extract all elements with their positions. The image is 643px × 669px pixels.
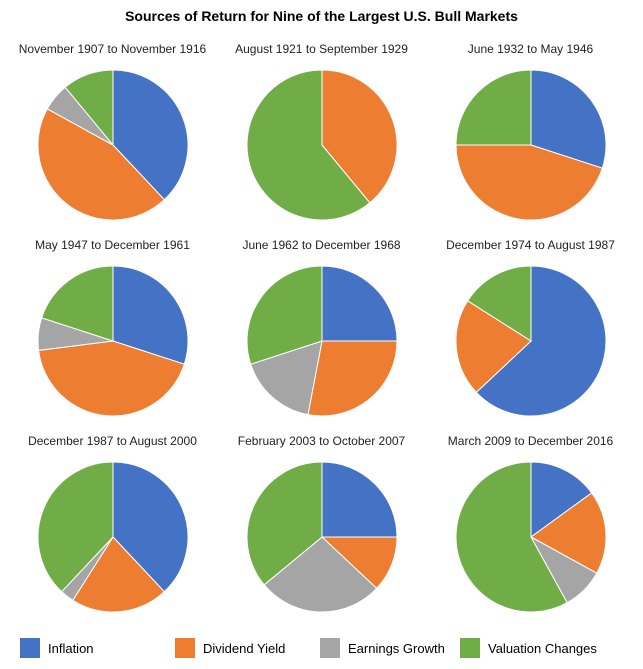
- pie-chart: December 1987 to August 2000: [8, 424, 217, 620]
- pie-slice-inflation: [530, 69, 607, 169]
- pie-slice-valuation-changes: [246, 69, 371, 221]
- pie-slice-valuation-changes: [455, 461, 568, 613]
- pie-slice-inflation: [112, 69, 189, 201]
- pie-slice-inflation: [112, 265, 189, 365]
- pie-grid: November 1907 to November 1916 August 192…: [8, 32, 635, 620]
- pie-slice-valuation-changes: [246, 461, 323, 586]
- legend-item: Inflation: [20, 638, 94, 658]
- legend-label: Inflation: [48, 640, 94, 656]
- pie-svg: [455, 265, 607, 417]
- pie-svg: [37, 461, 189, 613]
- legend-item: Valuation Changes: [460, 638, 597, 658]
- pie-slice-earnings-growth: [263, 536, 378, 613]
- legend-swatch: [175, 638, 195, 658]
- legend-label: Valuation Changes: [488, 640, 597, 656]
- pie-title: March 2009 to December 2016: [447, 434, 614, 448]
- pie-svg: [246, 69, 398, 221]
- pie-chart: March 2009 to December 2016: [426, 424, 635, 620]
- pie-svg: [37, 69, 189, 221]
- pie-slice-dividend-yield: [72, 536, 166, 613]
- pie-title: May 1947 to December 1961: [35, 238, 190, 252]
- pie-slice-inflation: [112, 461, 189, 593]
- legend-swatch: [320, 638, 340, 658]
- pie-slice-valuation-changes: [37, 461, 114, 593]
- legend-label: Earnings Growth: [348, 640, 445, 656]
- pie-slice-dividend-yield: [38, 340, 185, 417]
- pie-slice-dividend-yield: [530, 492, 607, 574]
- pie-title: December 1974 to August 1987: [446, 238, 615, 252]
- pie-slice-dividend-yield: [321, 69, 398, 204]
- pie-svg: [455, 461, 607, 613]
- pie-slice-earnings-growth: [250, 340, 323, 416]
- pie-slice-valuation-changes: [455, 69, 532, 146]
- pie-slice-valuation-changes: [41, 265, 114, 342]
- legend-item: Dividend Yield: [175, 638, 285, 658]
- pie-slice-valuation-changes: [466, 265, 532, 342]
- pie-chart: June 1932 to May 1946: [426, 32, 635, 228]
- pie-title: June 1962 to December 1968: [242, 238, 401, 252]
- legend-item: Earnings Growth: [320, 638, 445, 658]
- pie-svg: [455, 69, 607, 221]
- pie-svg: [37, 265, 189, 417]
- pie-chart: May 1947 to December 1961: [8, 228, 217, 424]
- chart-title: Sources of Return for Nine of the Larges…: [125, 8, 518, 24]
- pie-svg: [246, 265, 398, 417]
- legend-swatch: [460, 638, 480, 658]
- pie-chart: June 1962 to December 1968: [217, 228, 426, 424]
- pie-slice-dividend-yield: [455, 300, 532, 394]
- pie-chart: November 1907 to November 1916: [8, 32, 217, 228]
- pie-slice-dividend-yield: [37, 108, 166, 221]
- pie-slice-inflation: [475, 265, 607, 417]
- pie-chart: February 2003 to October 2007: [217, 424, 426, 620]
- pie-slice-dividend-yield: [307, 340, 398, 417]
- pie-slice-valuation-changes: [64, 69, 114, 147]
- pie-title: February 2003 to October 2007: [237, 434, 406, 448]
- pie-title: August 1921 to September 1929: [235, 42, 408, 56]
- pie-title: June 1932 to May 1946: [467, 42, 594, 56]
- pie-slice-dividend-yield: [455, 144, 603, 221]
- pie-title: December 1987 to August 2000: [28, 434, 197, 448]
- pie-slice-valuation-changes: [246, 265, 323, 365]
- legend-label: Dividend Yield: [203, 640, 286, 656]
- legend: Inflation Dividend Yield Earnings Growth Va…: [20, 638, 620, 658]
- legend-swatch: [20, 638, 40, 658]
- pie-slice-inflation: [530, 461, 593, 538]
- pie-chart: August 1921 to September 1929: [217, 32, 426, 228]
- pie-title: November 1907 to November 1916: [18, 42, 207, 56]
- pie-slice-inflation: [321, 461, 398, 538]
- pie-svg: [246, 461, 398, 613]
- pie-slice-inflation: [321, 265, 398, 342]
- pie-chart: December 1974 to August 1987: [426, 228, 635, 424]
